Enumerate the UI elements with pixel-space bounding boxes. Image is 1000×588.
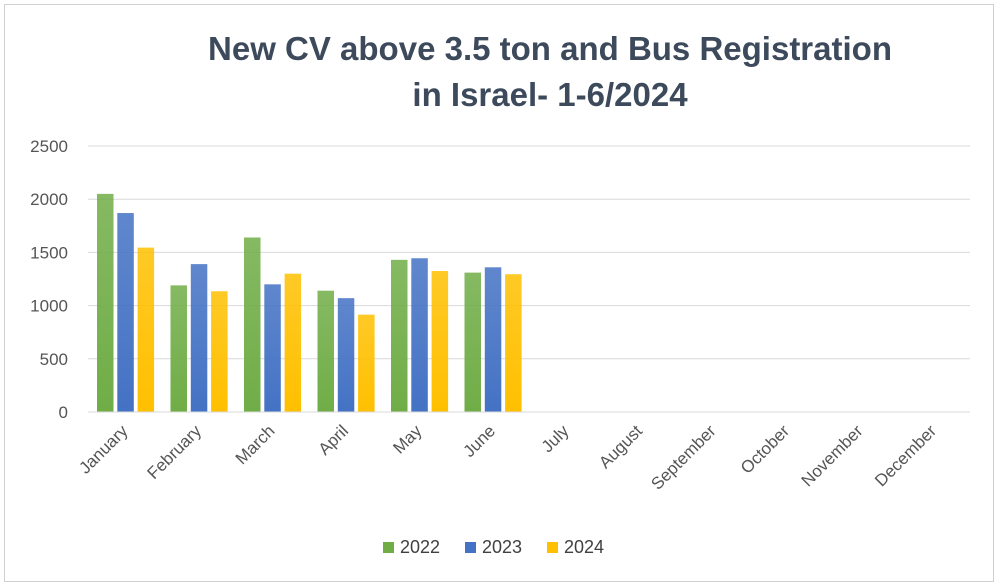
bar-2024-march — [284, 273, 302, 412]
bar-2023-april — [337, 298, 355, 412]
bar-2022-june — [464, 272, 481, 412]
x-tick-label: December — [871, 421, 940, 490]
x-tick-label: February — [144, 421, 206, 483]
y-tick-label: 0 — [59, 403, 68, 422]
x-tick-label: January — [75, 421, 132, 478]
legend-swatch-2022 — [383, 542, 394, 553]
bar-2022-may — [391, 259, 408, 412]
bar-2022-april — [317, 290, 334, 412]
x-tick-label: April — [315, 421, 352, 458]
legend: 2022 2023 2024 — [383, 537, 604, 557]
x-tick-label: July — [538, 421, 573, 456]
x-tick-label: September — [647, 421, 719, 493]
bar-2022-february — [170, 285, 187, 412]
x-tick-label: August — [595, 421, 646, 472]
chart-title-line-1: New CV above 3.5 ton and Bus Registratio… — [208, 30, 892, 67]
bars — [97, 193, 522, 412]
y-tick-label: 1000 — [30, 297, 68, 316]
x-tick-label: March — [232, 421, 279, 468]
bar-2023-february — [190, 264, 208, 412]
bar-2022-march — [244, 237, 261, 412]
chart-title: New CV above 3.5 ton and Bus Registratio… — [0, 26, 1000, 118]
bar-2024-january — [137, 247, 155, 412]
y-axis: 0 500 1000 1500 2000 2500 — [30, 137, 68, 422]
y-tick-label: 2000 — [30, 190, 68, 209]
x-tick-label: May — [389, 421, 425, 457]
bar-2022-january — [97, 193, 114, 412]
x-tick-label: October — [737, 421, 793, 477]
bar-2024-june — [505, 274, 522, 412]
legend-swatch-2023 — [465, 542, 476, 553]
bar-2024-may — [431, 271, 449, 412]
y-tick-label: 500 — [40, 350, 68, 369]
legend-label-2024: 2024 — [564, 537, 604, 557]
bar-2024-april — [358, 314, 375, 412]
chart-title-line-2: in Israel- 1-6/2024 — [412, 76, 688, 113]
legend-label-2023: 2023 — [482, 537, 522, 557]
legend-label-2022: 2022 — [400, 537, 440, 557]
bar-2023-january — [117, 213, 134, 412]
x-tick-label: November — [798, 421, 867, 490]
x-tick-label: June — [460, 421, 500, 461]
bar-2023-march — [264, 284, 281, 412]
bar-2023-june — [484, 267, 502, 412]
x-axis: January February March April May June July Augu… — [75, 411, 970, 494]
bar-2024-february — [211, 291, 228, 412]
y-tick-label: 1500 — [30, 243, 68, 262]
legend-swatch-2024 — [547, 542, 558, 553]
y-tick-label: 2500 — [30, 137, 68, 156]
bar-2023-may — [411, 258, 428, 412]
